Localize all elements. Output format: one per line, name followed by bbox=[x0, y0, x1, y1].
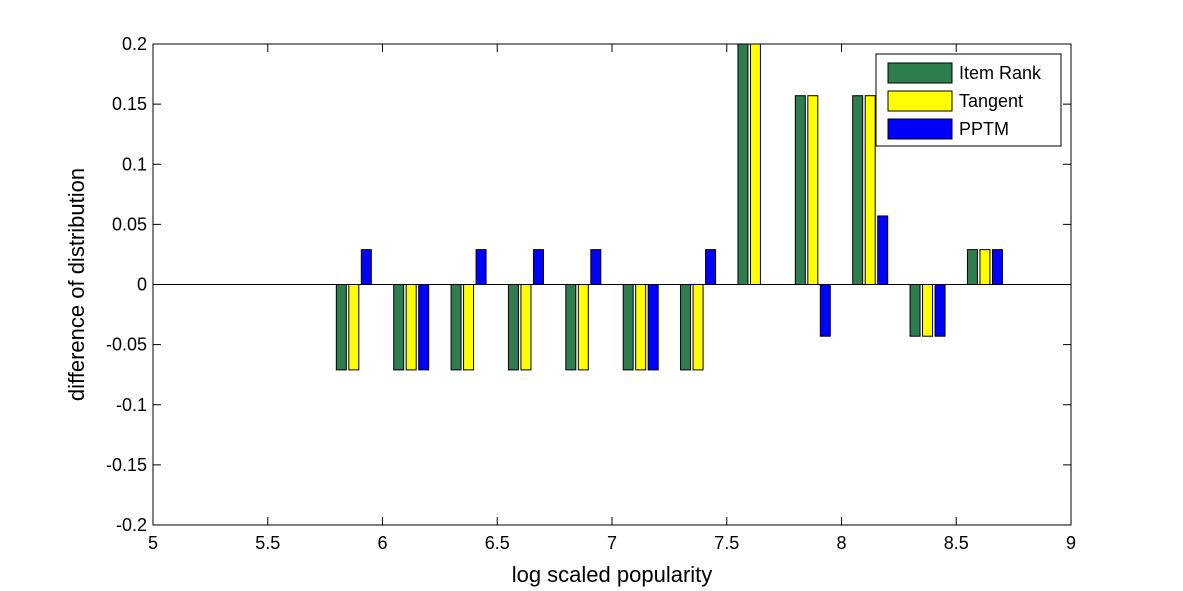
bar-pptm bbox=[877, 215, 889, 286]
bar-pptm bbox=[991, 249, 1003, 286]
bar-pptm bbox=[532, 249, 544, 286]
bar-item-rank bbox=[335, 284, 347, 371]
legend-swatch bbox=[887, 118, 953, 140]
bar-item-rank bbox=[852, 95, 864, 285]
x-tick-label: 8 bbox=[836, 533, 846, 553]
bar-item-rank bbox=[680, 284, 692, 371]
bar-item-rank bbox=[909, 284, 921, 337]
x-tick-label: 8.5 bbox=[944, 533, 969, 553]
bar-item-rank bbox=[966, 249, 978, 286]
bar-tangent bbox=[749, 43, 761, 285]
bar-item-rank bbox=[622, 284, 634, 371]
y-axis-label: difference of distribution bbox=[64, 168, 89, 401]
x-tick-label: 7.5 bbox=[714, 533, 739, 553]
bar-pptm bbox=[647, 284, 659, 371]
bar-tangent bbox=[864, 95, 876, 285]
bar-pptm bbox=[475, 249, 487, 286]
bar-tangent bbox=[348, 284, 360, 371]
bar-item-rank bbox=[450, 284, 462, 371]
bar-tangent bbox=[979, 249, 991, 286]
bar-item-rank bbox=[737, 43, 749, 285]
legend-swatch bbox=[887, 62, 953, 84]
bar-tangent bbox=[807, 95, 819, 285]
y-tick-label: -0.2 bbox=[116, 515, 147, 535]
y-tick-label: 0.1 bbox=[122, 154, 147, 174]
x-tick-label: 7 bbox=[607, 533, 617, 553]
bar-item-rank bbox=[794, 95, 806, 285]
legend-label: PPTM bbox=[959, 119, 1009, 139]
x-axis-ticks: 5 5.5 6 6.5 7 7.5 8 8.5 9 bbox=[148, 44, 1076, 553]
bar-pptm bbox=[819, 284, 831, 337]
bar-item-rank bbox=[565, 284, 577, 371]
y-tick-label: -0.15 bbox=[106, 455, 147, 475]
x-tick-label: 6.5 bbox=[485, 533, 510, 553]
bar-tangent bbox=[577, 284, 589, 371]
y-tick-label: 0.05 bbox=[112, 214, 147, 234]
bar-pptm bbox=[705, 249, 717, 286]
legend-swatch bbox=[887, 90, 953, 112]
bar-pptm bbox=[418, 284, 430, 371]
x-tick-label: 9 bbox=[1066, 533, 1076, 553]
y-tick-label: -0.1 bbox=[116, 395, 147, 415]
y-axis-ticks: 0.2 0.15 0.1 0.05 0 -0.05 -0.1 -0.15 -0.2 bbox=[106, 34, 1071, 535]
bar-item-rank bbox=[393, 284, 405, 371]
bar-tangent bbox=[405, 284, 417, 371]
x-axis-label: log scaled popularity bbox=[512, 562, 713, 587]
legend: Item Rank Tangent PPTM bbox=[875, 53, 1062, 147]
legend-label: Tangent bbox=[959, 91, 1023, 111]
y-tick-label: 0.15 bbox=[112, 94, 147, 114]
bar-item-rank bbox=[507, 284, 519, 371]
bar-pptm bbox=[934, 284, 946, 337]
x-tick-label: 5 bbox=[148, 533, 158, 553]
x-tick-label: 5.5 bbox=[255, 533, 280, 553]
bar-pptm bbox=[360, 249, 372, 286]
x-tick-label: 6 bbox=[377, 533, 387, 553]
bar-tangent bbox=[635, 284, 647, 371]
bar-tangent bbox=[463, 284, 475, 371]
bar-tangent bbox=[922, 284, 934, 337]
y-tick-label: 0.2 bbox=[122, 34, 147, 54]
legend-label: Item Rank bbox=[959, 63, 1042, 83]
y-tick-label: 0 bbox=[137, 275, 147, 295]
y-tick-label: -0.05 bbox=[106, 335, 147, 355]
bar-pptm bbox=[590, 249, 602, 286]
bar-tangent bbox=[520, 284, 532, 371]
bar-tangent bbox=[692, 284, 704, 371]
